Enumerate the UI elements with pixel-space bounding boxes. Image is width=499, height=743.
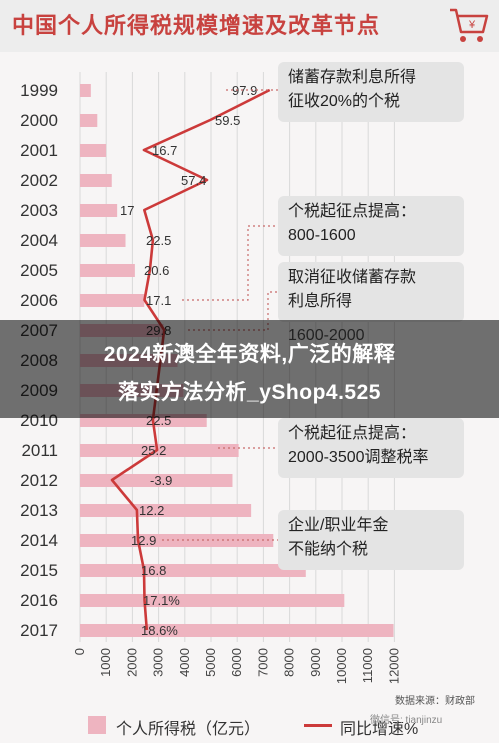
x-tick-label: 9000 <box>308 648 323 677</box>
chart-title: 中国个人所得税规模增速及改革节点 <box>12 13 381 38</box>
source-note: 数据来源：财政部 <box>395 696 475 707</box>
annotation-box-2006: 个税起征点提高： 800-1600 <box>278 196 464 256</box>
x-tick-label: 2000 <box>124 648 139 677</box>
bar <box>80 174 112 187</box>
x-tick-label: 3000 <box>151 648 166 677</box>
overlay-banner: 2024新澳全年资料,广泛的解释 落实方法分析_yShop4.525 <box>0 320 499 418</box>
legend-swatch-bar <box>88 716 106 734</box>
bar <box>80 624 394 637</box>
y-tick-label: 1999 <box>20 81 58 100</box>
y-tick-label: 2014 <box>20 531 58 550</box>
bar <box>80 204 118 217</box>
data-label: 17.1% <box>143 593 180 608</box>
banner-line-1: 2024新澳全年资料,广泛的解释 <box>103 343 396 366</box>
watermark: 微信号: tianjinzu <box>370 715 443 726</box>
annotation-box-1999: 储蓄存款利息所得 征收20%的个税 <box>278 62 464 122</box>
y-tick-label: 2002 <box>20 171 58 190</box>
banner-line-2: 落实方法分析_yShop4.525 <box>118 381 381 404</box>
y-tick-label: 2016 <box>20 591 58 610</box>
y-tick-label: 2004 <box>20 231 58 250</box>
data-label: 18.6% <box>141 623 178 638</box>
data-label: -3.9 <box>150 473 172 488</box>
x-tick-label: 7000 <box>255 648 270 677</box>
y-tick-label: 2017 <box>20 621 58 640</box>
data-label: 97.9 <box>232 83 257 98</box>
legend-label-bar: 个人所得税（亿元） <box>116 721 261 738</box>
x-tick-label: 4000 <box>177 648 192 677</box>
y-tick-label: 2000 <box>20 111 58 130</box>
data-label: 17 <box>120 203 134 218</box>
annotation-line: 800-1600 <box>288 227 356 244</box>
y-tick-label: 2006 <box>20 291 58 310</box>
data-label: 12.9 <box>131 533 156 548</box>
data-label: 57.4 <box>181 173 206 188</box>
x-tick-label: 0 <box>72 648 87 655</box>
bar <box>80 294 145 307</box>
y-tick-label: 2013 <box>20 501 58 520</box>
x-tick-label: 6000 <box>229 648 244 677</box>
data-label: 22.5 <box>146 233 171 248</box>
bar <box>80 534 274 547</box>
bar <box>80 264 135 277</box>
annotation-line: 利息所得 <box>288 293 353 310</box>
x-tick-label: 5000 <box>203 648 218 677</box>
data-label: 16.8 <box>141 563 166 578</box>
annotation-line: 取消征收储蓄存款 <box>288 269 417 286</box>
y-tick-label: 2005 <box>20 261 58 280</box>
annotation-connector <box>182 225 278 301</box>
annotation-box-2009: 1600-2000 <box>278 322 464 382</box>
legend-label-line: 同比增速% <box>340 721 419 738</box>
x-tick-label: 11000 <box>360 648 375 683</box>
annotation-line: 个税起征点提高： <box>288 425 417 442</box>
annotation-box-2011: 个税起征点提高： 2000-3500调整税率 <box>278 418 464 478</box>
annotation-line: 企业/职业年金 <box>288 517 389 534</box>
y-tick-label: 2011 <box>21 441 58 460</box>
y-tick-label: 2015 <box>20 561 58 580</box>
data-label: 16.7 <box>152 143 177 158</box>
header-bar: 中国个人所得税规模增速及改革节点 ¥ <box>0 0 499 52</box>
bar <box>80 234 126 247</box>
bar <box>80 144 107 157</box>
bar <box>80 84 91 97</box>
bar <box>80 504 252 517</box>
annotation-box-2008: 取消征收储蓄存款 利息所得 <box>278 262 464 322</box>
bar <box>80 564 306 577</box>
data-label: 12.2 <box>139 503 164 518</box>
bar <box>80 114 98 127</box>
annotation-line: 储蓄存款利息所得 <box>288 69 417 86</box>
annotation-line: 1600-2000 <box>288 327 365 344</box>
svg-text:¥: ¥ <box>468 19 476 31</box>
legend: 个人所得税（亿元） 同比增速% <box>0 706 499 743</box>
data-label: 20.6 <box>144 263 169 278</box>
y-tick-label: 2012 <box>20 471 58 490</box>
bar <box>80 594 345 607</box>
x-tick-label: 12000 <box>386 648 401 684</box>
data-label: 59.5 <box>215 113 240 128</box>
x-tick-label: 8000 <box>282 648 297 677</box>
x-tick-label: 10000 <box>334 648 349 684</box>
x-tick-label: 1000 <box>98 648 113 677</box>
annotation-box-2014: 企业/职业年金 不能纳个税 <box>278 510 464 570</box>
legend-swatch-line <box>304 724 332 727</box>
y-tick-label: 2001 <box>20 141 58 160</box>
data-label: 17.1 <box>146 293 171 308</box>
annotation-line: 不能纳个税 <box>288 541 369 558</box>
annotation-line: 征收20%的个税 <box>288 93 401 110</box>
y-tick-label: 2003 <box>20 201 58 220</box>
annotation-line: 2000-3500调整税率 <box>288 449 429 466</box>
shopping-cart-icon: ¥ <box>445 2 491 48</box>
annotation-line: 个税起征点提高： <box>288 203 417 220</box>
data-label: 25.2 <box>141 443 166 458</box>
bar <box>80 444 239 457</box>
